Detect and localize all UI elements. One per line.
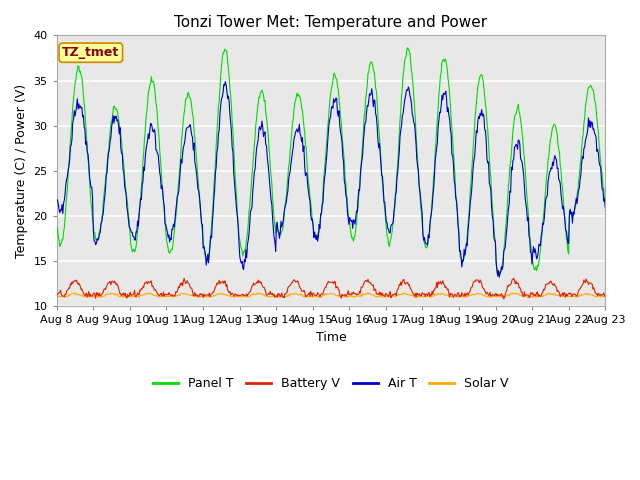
Solar V [53, 294, 61, 300]
Air T [119, 168, 127, 173]
Battery V [119, 292, 127, 298]
Y-axis label: Temperature (C) / Power (V): Temperature (C) / Power (V) [15, 84, 28, 258]
Line: Battery V: Battery V [57, 278, 605, 299]
Panel T [63, 194, 70, 200]
Solar V [524, 295, 531, 300]
Solar V [415, 293, 422, 299]
Battery V [413, 291, 421, 297]
Battery V [397, 282, 405, 288]
Air T [53, 197, 61, 203]
Battery V [204, 292, 212, 298]
Solar V [364, 290, 372, 296]
Panel T [415, 168, 422, 174]
Air T [415, 168, 422, 174]
Air T [204, 252, 212, 257]
Solar V [175, 292, 182, 298]
Panel T [53, 224, 61, 229]
X-axis label: Time: Time [316, 331, 346, 344]
Solar V [119, 294, 127, 300]
Air T [495, 275, 503, 280]
Panel T [602, 200, 609, 205]
Battery V [510, 276, 518, 281]
Line: Air T: Air T [57, 82, 605, 277]
Panel T [204, 256, 212, 262]
Solar V [602, 294, 609, 300]
Air T [602, 205, 609, 211]
Line: Panel T: Panel T [57, 48, 605, 275]
Panel T [404, 45, 412, 50]
Air T [63, 177, 70, 182]
Battery V [500, 296, 508, 302]
Panel T [119, 156, 127, 162]
Battery V [53, 292, 61, 298]
Text: TZ_tmet: TZ_tmet [62, 46, 120, 59]
Battery V [602, 293, 609, 299]
Legend: Panel T, Battery V, Air T, Solar V: Panel T, Battery V, Air T, Solar V [148, 372, 514, 396]
Panel T [397, 94, 405, 100]
Battery V [63, 288, 70, 294]
Air T [399, 113, 406, 119]
Air T [175, 188, 182, 194]
Title: Tonzi Tower Met: Temperature and Power: Tonzi Tower Met: Temperature and Power [175, 15, 488, 30]
Line: Solar V: Solar V [57, 293, 605, 298]
Solar V [204, 294, 212, 300]
Air T [221, 79, 229, 84]
Solar V [399, 292, 406, 298]
Solar V [63, 294, 70, 300]
Battery V [175, 283, 182, 289]
Panel T [496, 272, 504, 277]
Panel T [175, 178, 182, 184]
